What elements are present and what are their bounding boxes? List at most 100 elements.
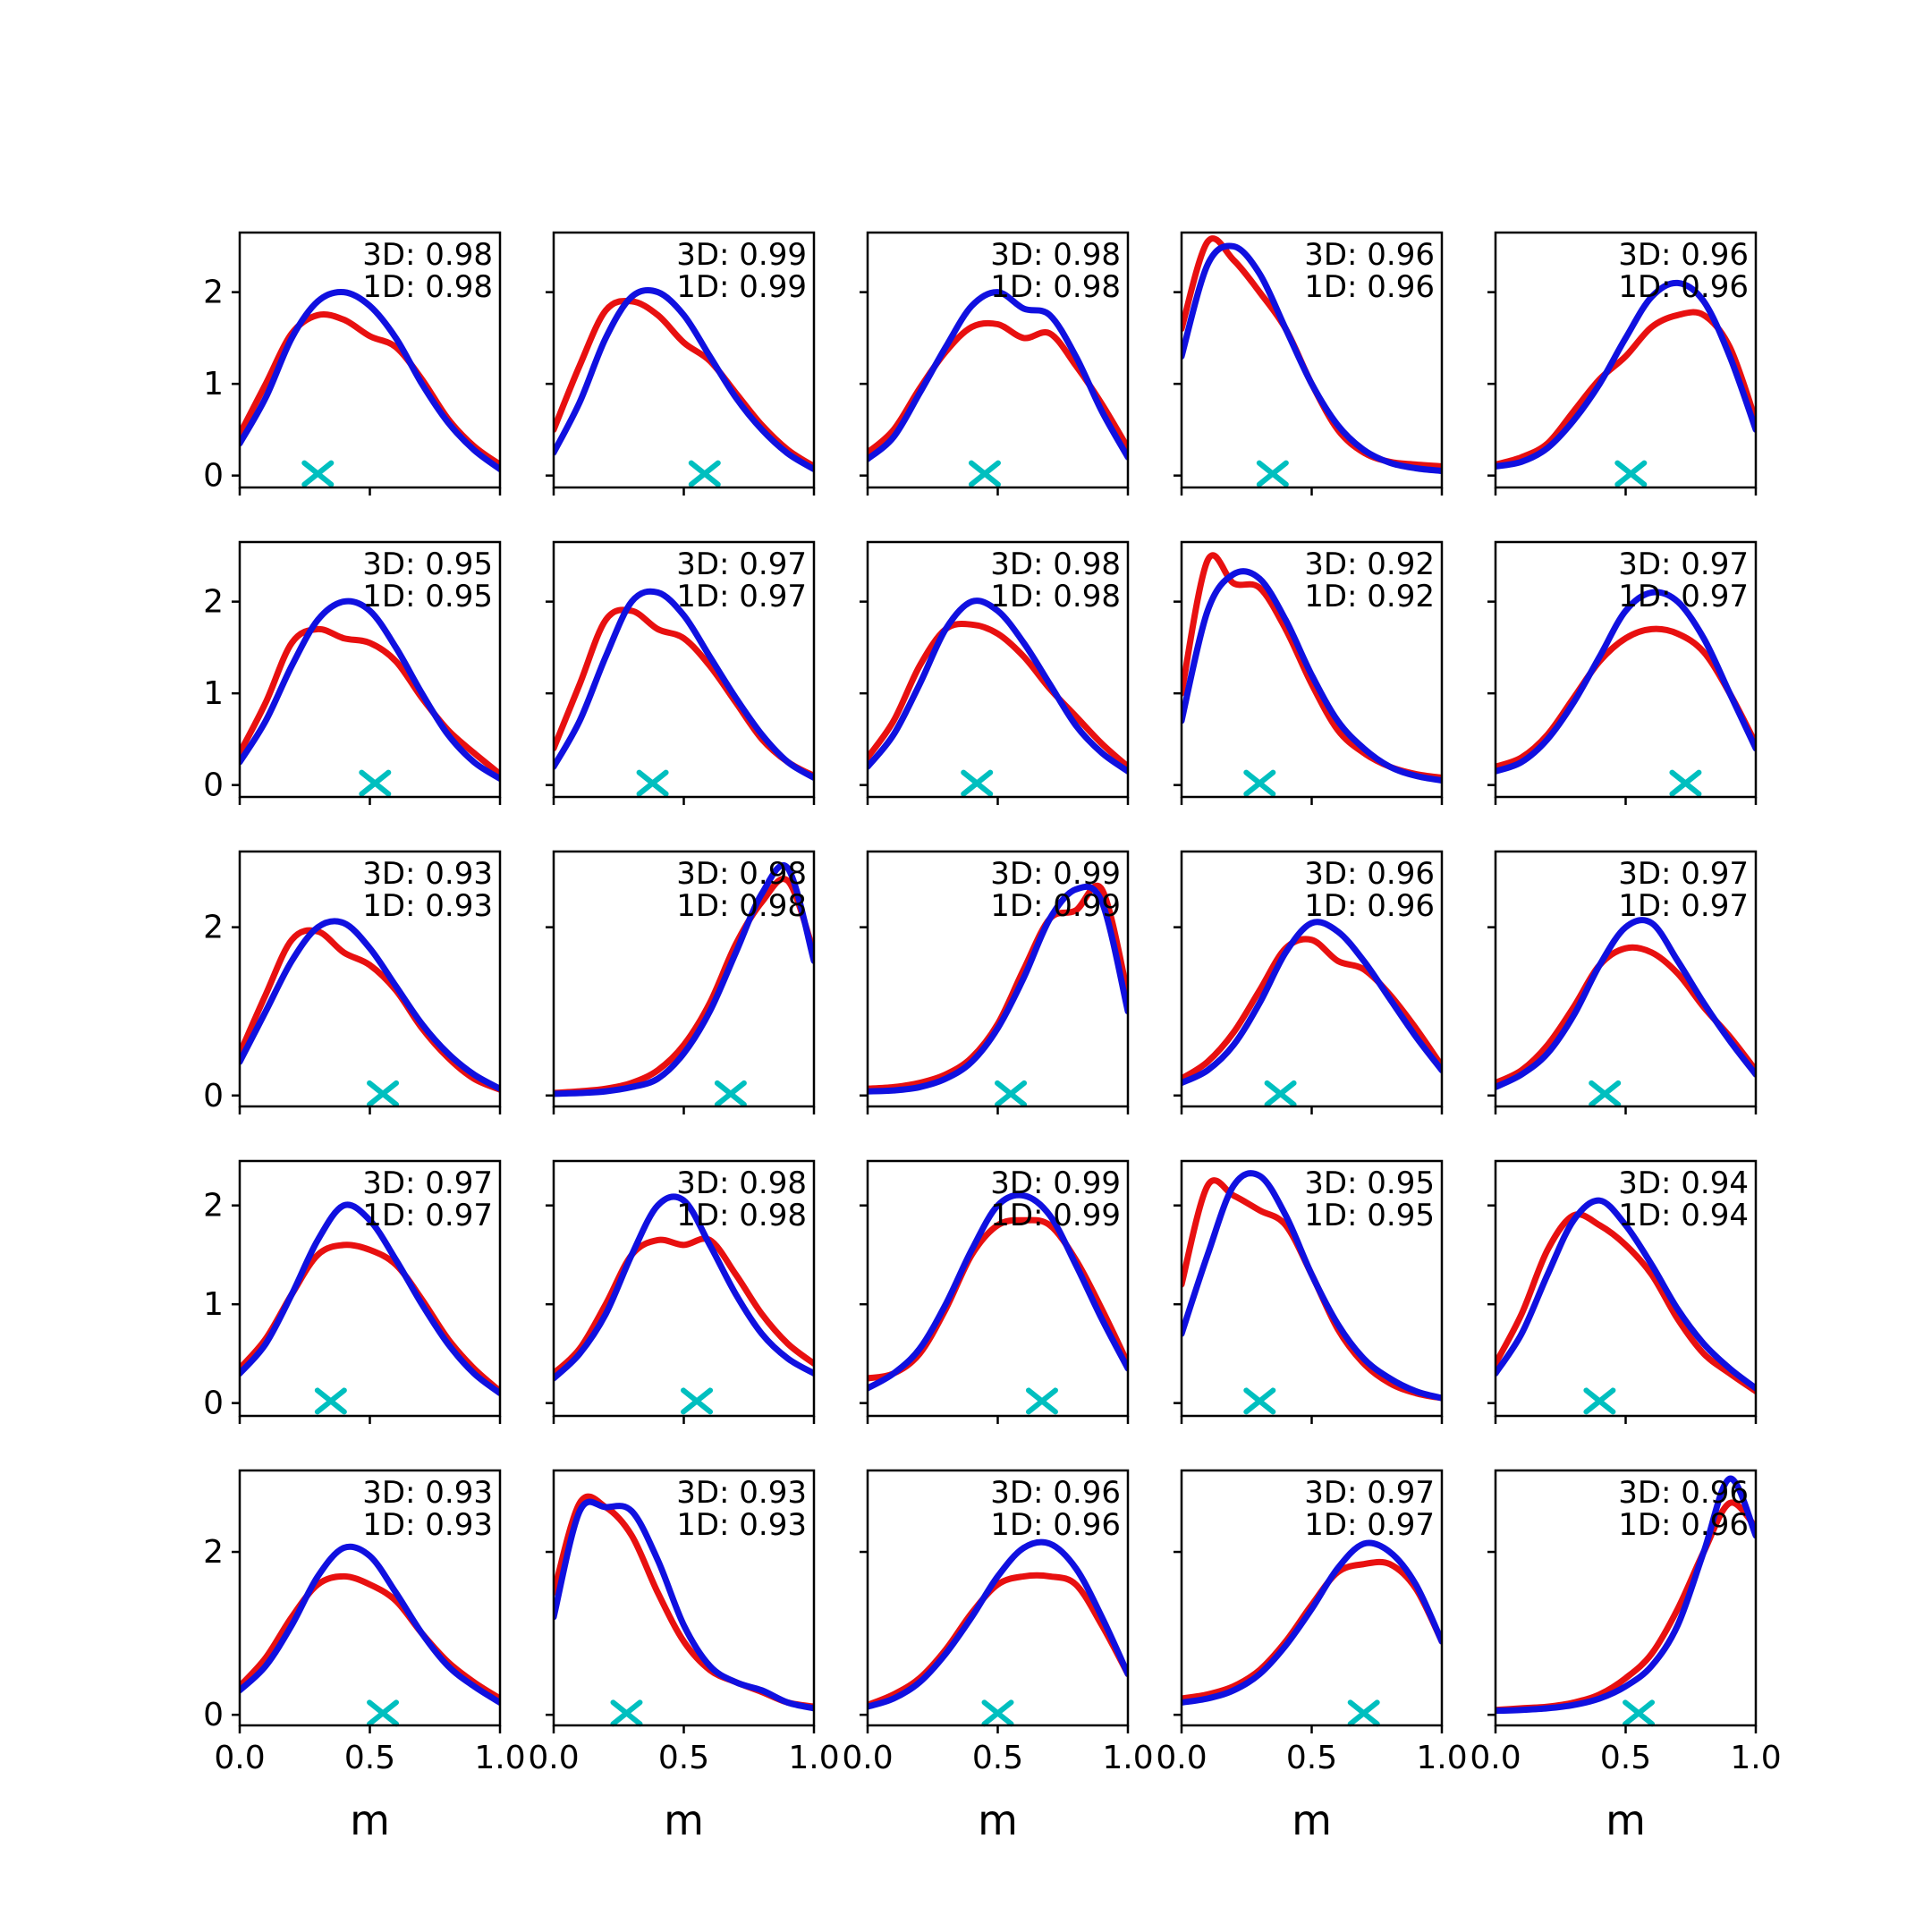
y-tick-label: 2	[203, 910, 224, 946]
annotation-1d: 1D: 0.97	[1304, 1507, 1435, 1543]
curves-group	[554, 862, 814, 1097]
annotation-1d: 1D: 0.93	[676, 1507, 807, 1543]
annotation-3d: 3D: 0.96	[1304, 237, 1435, 273]
annotation-3d: 3D: 0.94	[1618, 1165, 1749, 1201]
curves-group	[868, 1191, 1128, 1392]
annotation-1d: 1D: 0.98	[990, 579, 1121, 614]
blue-curve	[240, 918, 500, 1092]
curves-group	[868, 597, 1128, 775]
blue-curve	[868, 1191, 1128, 1392]
red-curve	[868, 1572, 1128, 1708]
annotation-1d: 1D: 0.96	[1618, 1507, 1749, 1543]
annotation-3d: 3D: 0.96	[1618, 237, 1749, 273]
y-tick-label: 2	[203, 1188, 224, 1224]
annotation-1d: 1D: 0.98	[676, 888, 807, 924]
x-tick-label: 0.0	[214, 1740, 265, 1776]
x-tick-label: 0.0	[528, 1740, 579, 1776]
annotation-1d: 1D: 0.94	[1618, 1198, 1749, 1233]
x-tick-label: 0.5	[344, 1740, 395, 1776]
x-marker	[714, 1080, 747, 1107]
annotation-1d: 1D: 0.96	[1304, 888, 1435, 924]
blue-curve	[1182, 1170, 1442, 1402]
annotation-1d: 1D: 0.99	[676, 269, 807, 305]
annotation-3d: 3D: 0.98	[990, 547, 1121, 582]
blue-curve	[868, 883, 1128, 1095]
x-tick-label: 0.5	[658, 1740, 709, 1776]
blue-curve	[1496, 1197, 1756, 1392]
annotation-3d: 3D: 0.99	[676, 237, 807, 273]
blue-curve	[1496, 1475, 1756, 1715]
annotation-3d: 3D: 0.93	[362, 856, 493, 892]
annotation-1d: 1D: 0.96	[1618, 269, 1749, 305]
red-curve	[1496, 625, 1756, 770]
blue-curve	[868, 597, 1128, 775]
curves-group	[868, 882, 1128, 1095]
annotation-1d: 1D: 0.97	[362, 1198, 493, 1233]
annotation-3d: 3D: 0.97	[1618, 547, 1749, 582]
x-marker	[681, 1387, 714, 1415]
red-curve	[1182, 936, 1442, 1082]
blue-curve	[1496, 917, 1756, 1090]
y-tick-label: 0	[203, 1385, 224, 1422]
annotation-3d: 3D: 0.96	[1304, 856, 1435, 892]
annotation-3d: 3D: 0.93	[362, 1475, 493, 1511]
x-marker	[995, 1080, 1028, 1107]
annotation-3d: 3D: 0.97	[1618, 856, 1749, 892]
curves-group	[554, 588, 814, 781]
y-tick-label: 0	[203, 458, 224, 495]
annotation-1d: 1D: 0.98	[362, 269, 493, 305]
x-tick-label: 0.0	[1470, 1740, 1521, 1776]
annotation-1d: 1D: 0.97	[1618, 888, 1749, 924]
red-curve	[868, 620, 1128, 770]
annotation-3d: 3D: 0.98	[676, 1165, 807, 1201]
curves-group	[1496, 279, 1756, 470]
x-marker	[1243, 769, 1276, 797]
curves-group	[1496, 917, 1756, 1090]
xlabel-m: m	[1606, 1796, 1646, 1844]
red-curve	[240, 625, 500, 777]
red-curve	[240, 1572, 500, 1702]
curves-group	[868, 1538, 1128, 1710]
annotation-1d: 1D: 0.93	[362, 1507, 493, 1543]
blue-curve	[868, 1538, 1128, 1710]
y-tick-label: 0	[203, 1078, 224, 1114]
blue-curve	[1496, 589, 1756, 775]
red-curve	[240, 310, 500, 468]
x-marker	[367, 1699, 400, 1727]
annotation-3d: 3D: 0.97	[362, 1165, 493, 1201]
xlabel-m: m	[1292, 1796, 1332, 1844]
curves-group	[868, 289, 1128, 462]
annotation-3d: 3D: 0.97	[1304, 1475, 1435, 1511]
annotation-1d: 1D: 0.95	[362, 579, 493, 614]
annotation-3d: 3D: 0.95	[1304, 1165, 1435, 1201]
y-tick-label: 2	[203, 584, 224, 621]
blue-curve	[1182, 242, 1442, 474]
x-marker	[1256, 460, 1289, 487]
x-marker	[1583, 1387, 1616, 1415]
annotation-1d: 1D: 0.97	[1618, 579, 1749, 614]
x-marker	[359, 769, 392, 797]
x-marker	[367, 1080, 400, 1107]
x-marker	[1264, 1080, 1297, 1107]
x-marker	[301, 460, 335, 487]
curves-group	[1496, 1475, 1756, 1715]
annotation-1d: 1D: 0.97	[676, 579, 807, 614]
blue-curve	[240, 1201, 500, 1397]
xlabel-m: m	[350, 1796, 390, 1844]
x-marker	[688, 460, 721, 487]
curves-group	[1496, 1197, 1756, 1394]
x-tick-label: 0.5	[1600, 1740, 1651, 1776]
curves-group	[1182, 235, 1442, 474]
annotation-3d: 3D: 0.93	[676, 1475, 807, 1511]
